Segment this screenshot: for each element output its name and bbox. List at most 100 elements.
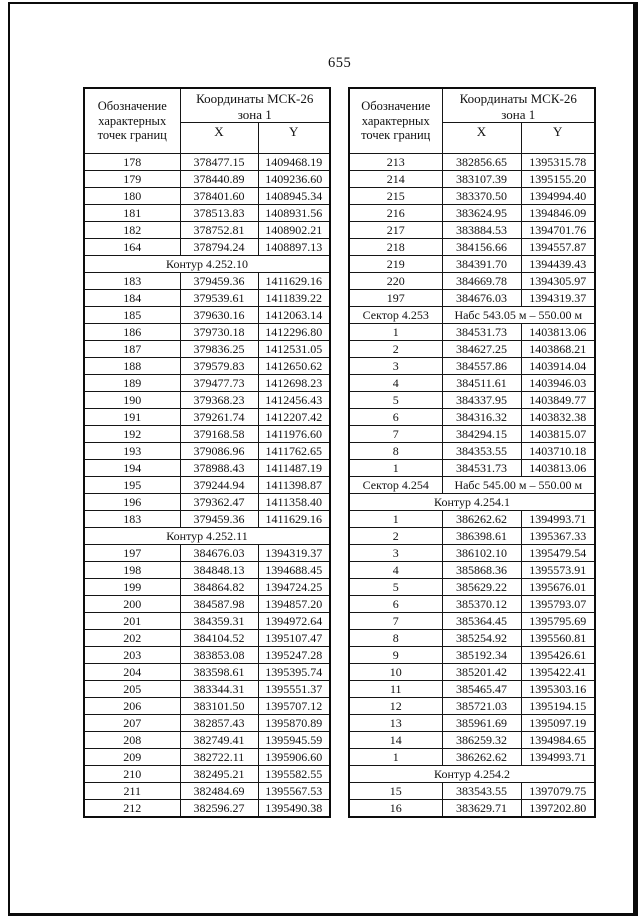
x-coordinate-cell: 383853.08 (179, 646, 259, 665)
point-id-cell: 4 (348, 561, 443, 580)
table-row: 188 379579.83 1412650.62 (83, 357, 331, 376)
table-row: 183 379459.36 1411629.16 (83, 510, 331, 529)
y-column-header: Y (257, 122, 331, 155)
x-coordinate-cell: 383598.61 (179, 663, 259, 682)
coordinates-system-header: Координаты МСК-26 зона 1 (179, 87, 331, 124)
point-id-cell: 181 (83, 204, 181, 223)
x-coordinate-cell: 379168.58 (179, 425, 259, 444)
y-coordinate-cell: 1408945.34 (257, 187, 331, 206)
table-row: 2 386398.61 1395367.33 (348, 527, 596, 546)
sector-section-row: Сектор 4.253 Набс 543.05 м – 550.00 м (348, 306, 596, 325)
table-row: 10 385201.42 1395422.41 (348, 663, 596, 682)
y-coordinate-cell: 1408931.56 (257, 204, 331, 223)
point-id-cell: 1 (348, 748, 443, 767)
table-row: 1 384531.73 1403813.06 (348, 323, 596, 342)
point-id-cell: 179 (83, 170, 181, 189)
y-coordinate-cell: 1394305.97 (520, 272, 596, 291)
x-coordinate-cell: 383543.55 (441, 782, 522, 801)
x-coordinate-cell: 383107.39 (441, 170, 522, 189)
y-coordinate-cell: 1411839.22 (257, 289, 331, 308)
point-id-cell: 178 (83, 153, 181, 172)
y-coordinate-cell: 1395945.59 (257, 731, 331, 750)
point-id-cell: 190 (83, 391, 181, 410)
x-coordinate-cell: 383370.50 (441, 187, 522, 206)
y-coordinate-cell: 1394993.71 (520, 510, 596, 529)
points-designation-line: точек границ (361, 128, 431, 143)
page-number: 655 (328, 55, 352, 71)
table-row: 192 379168.58 1411976.60 (83, 425, 331, 444)
y-coordinate-cell: 1403946.03 (520, 374, 596, 393)
table-row: 204 383598.61 1395395.74 (83, 663, 331, 682)
table-row: 203 383853.08 1395247.28 (83, 646, 331, 665)
x-coordinate-cell: 378752.81 (179, 221, 259, 240)
table-row: 9 385192.34 1395426.61 (348, 646, 596, 665)
contour-label-cell: Контур 4.254.1 (348, 493, 596, 512)
x-coordinate-cell: 384353.55 (441, 442, 522, 461)
y-coordinate-cell: 1394994.40 (520, 187, 596, 206)
y-coordinate-cell: 1411629.16 (257, 272, 331, 291)
y-coordinate-cell: 1395097.19 (520, 714, 596, 733)
table-row: 206 383101.50 1395707.12 (83, 697, 331, 716)
x-coordinate-cell: 383344.31 (179, 680, 259, 699)
contour-section-row: Контур 4.254.2 (348, 765, 596, 784)
x-coordinate-cell: 384156.66 (441, 238, 522, 257)
y-coordinate-cell: 1395906.60 (257, 748, 331, 767)
point-id-cell: 7 (348, 425, 443, 444)
table-row: 164 378794.24 1408897.13 (83, 238, 331, 257)
y-coordinate-cell: 1395551.37 (257, 680, 331, 699)
table-row: 15 383543.55 1397079.75 (348, 782, 596, 801)
x-coordinate-cell: 379836.25 (179, 340, 259, 359)
table-row: 196 379362.47 1411358.40 (83, 493, 331, 512)
y-coordinate-cell: 1395793.07 (520, 595, 596, 614)
point-id-cell: 1 (348, 510, 443, 529)
point-id-cell: 214 (348, 170, 443, 189)
y-coordinate-cell: 1403813.06 (520, 323, 596, 342)
x-coordinate-cell: 385201.42 (441, 663, 522, 682)
table-row: 191 379261.74 1412207.42 (83, 408, 331, 427)
y-coordinate-cell: 1395479.54 (520, 544, 596, 563)
table-row: 184 379539.61 1411839.22 (83, 289, 331, 308)
y-coordinate-cell: 1397202.80 (520, 799, 596, 818)
x-coordinate-cell: 382857.43 (179, 714, 259, 733)
y-coordinate-cell: 1395107.47 (257, 629, 331, 648)
table-row: 205 383344.31 1395551.37 (83, 680, 331, 699)
point-id-cell: 2 (348, 527, 443, 546)
points-designation-header: Обозначение характерных точек границ (83, 87, 181, 155)
y-coordinate-cell: 1395560.81 (520, 629, 596, 648)
table-row: 5 384337.95 1403849.77 (348, 391, 596, 410)
table-row: 16 383629.71 1397202.80 (348, 799, 596, 818)
point-id-cell: 13 (348, 714, 443, 733)
table-row: 195 379244.94 1411398.87 (83, 476, 331, 495)
x-coordinate-cell: 385254.92 (441, 629, 522, 648)
y-coordinate-cell: 1411976.60 (257, 425, 331, 444)
table-row: 212 382596.27 1395490.38 (83, 799, 331, 818)
y-coordinate-cell: 1395870.89 (257, 714, 331, 733)
y-coordinate-cell: 1394972.64 (257, 612, 331, 631)
x-coordinate-cell: 382856.65 (441, 153, 522, 172)
table-row: 8 384353.55 1403710.18 (348, 442, 596, 461)
point-id-cell: 216 (348, 204, 443, 223)
x-coordinate-cell: 382596.27 (179, 799, 259, 818)
table-row: 217 383884.53 1394701.76 (348, 221, 596, 240)
y-coordinate-cell: 1412296.80 (257, 323, 331, 342)
y-coordinate-cell: 1395194.15 (520, 697, 596, 716)
point-id-cell: 209 (83, 748, 181, 767)
points-designation-header: Обозначение характерных точек границ (348, 87, 443, 155)
x-coordinate-cell: 384531.73 (441, 323, 522, 342)
x-coordinate-cell: 386398.61 (441, 527, 522, 546)
y-coordinate-cell: 1403710.18 (520, 442, 596, 461)
table-row: 200 384587.98 1394857.20 (83, 595, 331, 614)
y-coordinate-cell: 1395490.38 (257, 799, 331, 818)
x-coordinate-cell: 384864.82 (179, 578, 259, 597)
x-coordinate-cell: 385364.45 (441, 612, 522, 631)
point-id-cell: 6 (348, 595, 443, 614)
y-coordinate-cell: 1411487.19 (257, 459, 331, 478)
table-row: 4 385868.36 1395573.91 (348, 561, 596, 580)
points-designation-line: Обозначение (97, 98, 167, 113)
sector-elevation-range-cell: Набс 543.05 м – 550.00 м (441, 306, 596, 325)
point-id-cell: 10 (348, 663, 443, 682)
coords-header-line2: зона 1 (501, 106, 536, 122)
table-header-row: Обозначение характерных точек границ Коорди… (83, 87, 331, 155)
